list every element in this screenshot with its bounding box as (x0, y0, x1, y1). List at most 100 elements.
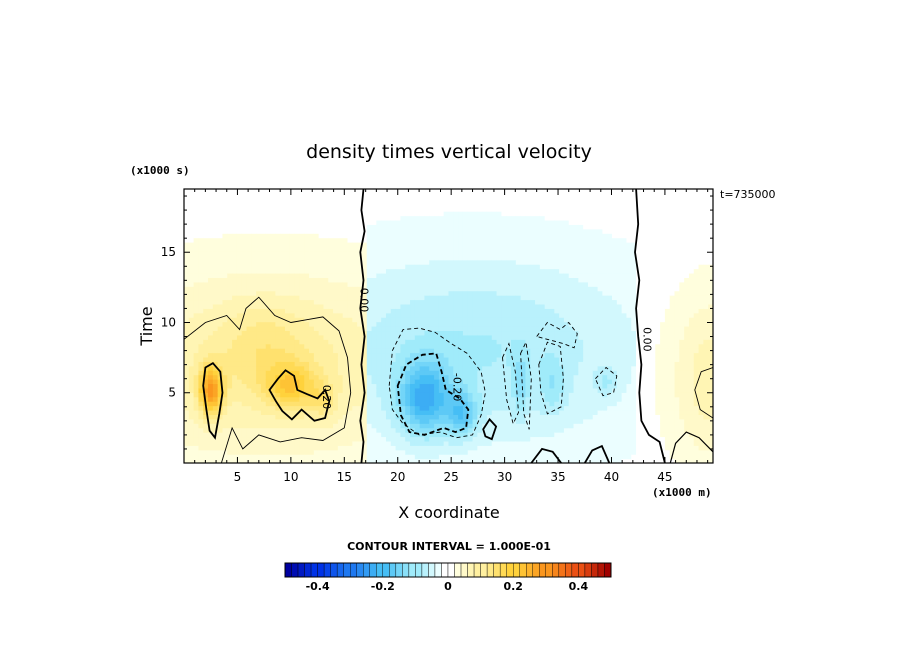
field-cell (376, 414, 382, 420)
field-cell (236, 202, 243, 208)
field-cell (227, 396, 233, 402)
field-cell (525, 392, 531, 398)
field-cell (496, 211, 502, 217)
field-cell (184, 211, 190, 217)
field-cell (539, 427, 546, 433)
field-cell (256, 370, 262, 376)
field-cell (347, 277, 353, 283)
field-cell (284, 343, 291, 349)
field-cell (559, 299, 565, 305)
field-cell (390, 219, 397, 225)
field-cell (405, 193, 411, 199)
field-cell (265, 454, 272, 460)
field-cell (357, 255, 363, 261)
field-cell (559, 409, 565, 415)
field-cell (506, 228, 512, 234)
field-cell (535, 233, 541, 239)
field-cell (443, 379, 450, 385)
field-cell (280, 334, 286, 340)
field-cell (371, 233, 377, 239)
field-cell (405, 242, 411, 248)
field-cell (467, 286, 474, 292)
field-cell (184, 189, 190, 195)
field-cell (270, 255, 276, 261)
field-cell (280, 427, 286, 433)
field-cell (256, 312, 262, 318)
field-cell (265, 272, 272, 278)
field-cell (511, 268, 517, 274)
field-cell (410, 374, 416, 380)
field-cell (381, 352, 387, 358)
field-cell (453, 193, 459, 199)
field-cell (472, 405, 478, 411)
field-cell (256, 423, 262, 429)
field-cell (333, 414, 339, 420)
field-cell (559, 343, 565, 349)
field-cell (299, 436, 305, 442)
field-cell (385, 356, 392, 362)
field-cell (559, 334, 565, 340)
field-cell (554, 365, 560, 371)
field-cell (477, 268, 483, 274)
field-cell (414, 277, 421, 283)
field-cell (232, 432, 238, 438)
field-cell (405, 290, 411, 296)
field-cell (559, 326, 565, 332)
field-cell (203, 317, 209, 323)
field-cell (496, 383, 502, 389)
field-cell (222, 449, 228, 455)
field-cell (347, 317, 353, 323)
field-cell (217, 356, 224, 362)
field-cell (419, 427, 426, 433)
field-cell (299, 405, 305, 411)
field-cell (482, 219, 488, 225)
field-cell (265, 264, 272, 270)
field-cell (323, 432, 329, 438)
field-cell (366, 211, 373, 217)
field-cell (515, 268, 522, 274)
field-cell (203, 445, 209, 451)
field-cell (337, 458, 344, 463)
field-cell (453, 211, 459, 217)
field-cell (236, 374, 243, 380)
field-cell (424, 202, 430, 208)
field-cell (549, 255, 555, 261)
field-cell (535, 193, 541, 199)
field-cell (539, 286, 546, 292)
field-cell (438, 440, 445, 446)
field-cell (366, 246, 373, 252)
field-cell (304, 330, 310, 336)
field-cell (563, 352, 570, 358)
field-cell (453, 277, 459, 283)
field-cell (212, 458, 219, 463)
field-cell (232, 272, 238, 278)
field-cell (429, 401, 435, 407)
field-cell (376, 365, 382, 371)
field-cell (496, 299, 502, 305)
field-cell (289, 356, 296, 362)
field-cell (395, 326, 402, 332)
field-cell (193, 312, 200, 318)
field-cell (241, 414, 248, 420)
field-cell (352, 321, 358, 327)
field-cell (251, 409, 257, 415)
field-cell (256, 206, 262, 212)
field-cell (477, 423, 483, 429)
field-cell (462, 295, 469, 301)
field-cell (371, 189, 377, 195)
field-cell (544, 295, 551, 301)
field-cell (347, 197, 353, 203)
field-cell (376, 246, 382, 252)
field-cell (414, 387, 421, 393)
field-cell (554, 295, 560, 301)
field-cell (366, 326, 373, 332)
field-cell (212, 317, 219, 323)
field-cell (284, 334, 291, 340)
field-cell (188, 445, 195, 451)
field-cell (385, 281, 392, 287)
field-cell (208, 414, 214, 420)
field-cell (265, 383, 272, 389)
field-cell (198, 308, 204, 314)
field-cell (515, 224, 522, 230)
field-cell (458, 458, 464, 463)
